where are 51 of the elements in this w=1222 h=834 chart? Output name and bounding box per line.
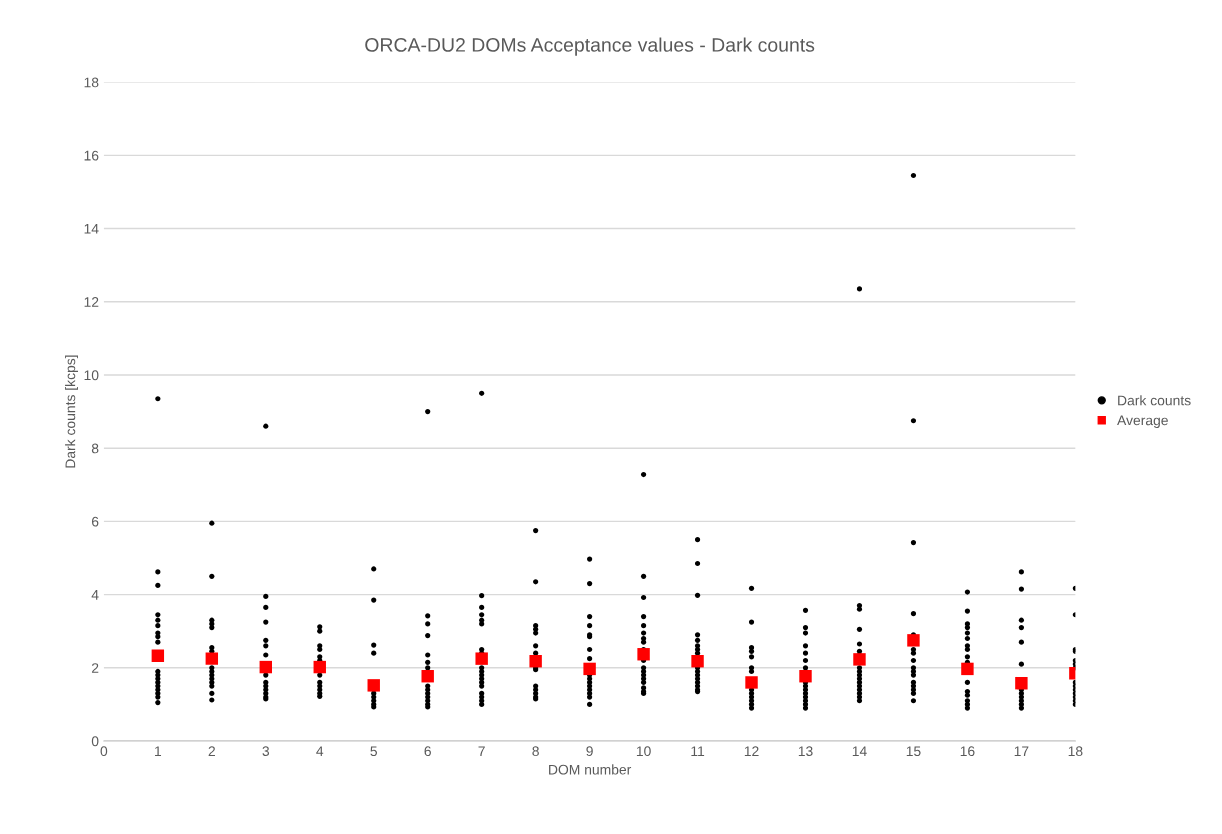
x-axis-title: DOM number	[549, 764, 632, 775]
point	[529, 655, 542, 668]
point	[691, 655, 704, 668]
point	[421, 670, 434, 683]
point	[745, 676, 758, 689]
y-tick-label: 18	[84, 77, 99, 88]
x-tick-label: 3	[262, 746, 270, 757]
y-tick-label: 6	[91, 516, 99, 527]
x-tick-label: 14	[852, 746, 867, 756]
y-tick-label: 8	[91, 443, 99, 454]
x-tick-label: 11	[691, 746, 705, 756]
x-tick-label: 8	[532, 746, 539, 757]
y-tick-label: 10	[84, 370, 99, 381]
point	[799, 670, 812, 683]
x-tick-label: 7	[478, 746, 485, 756]
x-tick-label: 4	[316, 746, 324, 756]
legend-label: Dark counts	[1118, 395, 1191, 406]
x-tick-label: 16	[960, 746, 975, 757]
x-tick-label: 13	[798, 746, 813, 757]
x-tick-label: 2	[208, 746, 215, 756]
x-tick-label: 18	[1068, 746, 1083, 757]
y-tick-label: 0	[91, 736, 99, 747]
point	[961, 662, 974, 676]
y-tick-label: 14	[84, 224, 99, 234]
point	[151, 649, 165, 662]
x-tick-label: 5	[370, 746, 378, 757]
point	[637, 648, 650, 661]
point	[1015, 676, 1028, 690]
x-tick-label: 15	[906, 746, 921, 757]
y-tick-label: 2	[91, 663, 99, 673]
y-tick-label: 16	[84, 150, 99, 161]
x-tick-label: 10	[636, 746, 651, 757]
point	[853, 653, 866, 666]
x-tick-label: 9	[586, 746, 593, 757]
x-tick-label: 17	[1014, 746, 1029, 756]
point	[475, 652, 488, 665]
legend-label: Average	[1117, 415, 1168, 428]
x-tick-label: 1	[155, 746, 162, 756]
y-axis-title: Dark counts [kcps]	[65, 355, 79, 468]
y-tick-label: 12	[84, 297, 99, 307]
x-tick-label: 6	[424, 746, 431, 757]
x-tick-label: 0	[100, 746, 108, 757]
x-tick-label: 12	[744, 746, 759, 756]
point	[205, 652, 219, 665]
point	[367, 679, 380, 692]
point	[907, 634, 920, 647]
chart-title: ORCA-DU2 DOMs Acceptance values - Dark counts	[365, 37, 815, 56]
point	[313, 660, 326, 674]
point	[259, 660, 272, 674]
point	[583, 662, 596, 676]
y-tick-label: 4	[91, 590, 99, 600]
